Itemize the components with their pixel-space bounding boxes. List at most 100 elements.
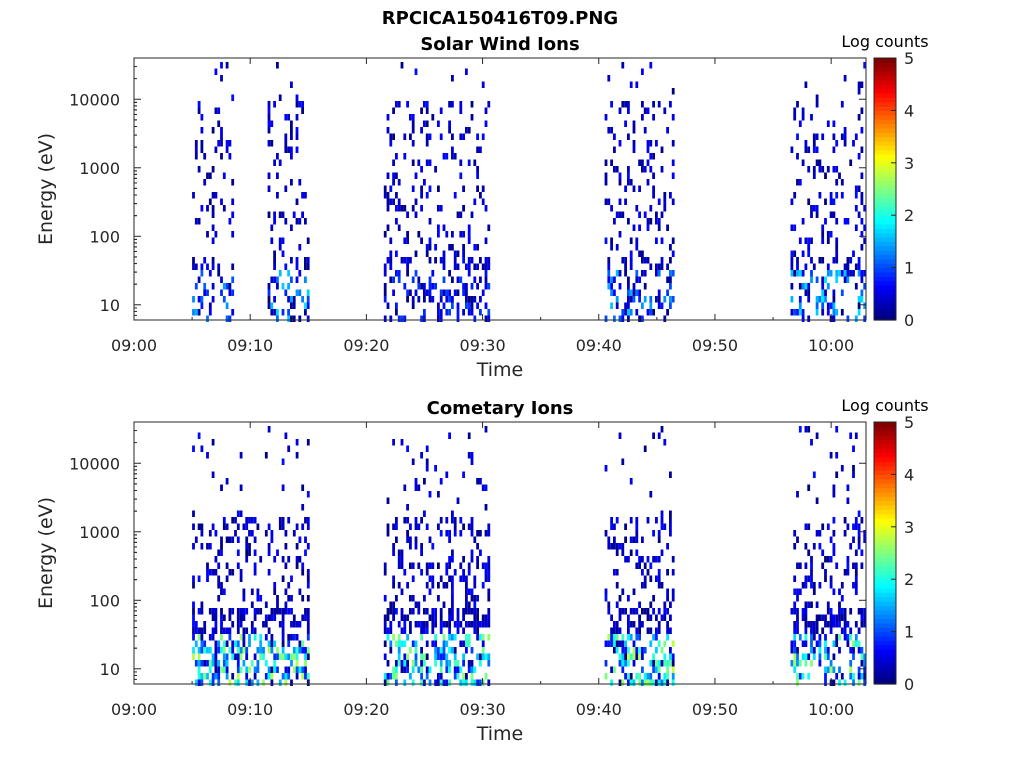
spectrogram-cell	[854, 523, 858, 530]
spectrogram-cell	[409, 114, 412, 121]
spectrogram-cell	[657, 432, 661, 439]
spectrogram-cell	[197, 653, 201, 660]
spectrogram-cell	[476, 562, 479, 569]
spectrogram-cell	[821, 296, 825, 303]
spectrogram-cell	[857, 510, 861, 517]
spectrogram-cell	[473, 159, 477, 166]
spectrogram-cell	[835, 621, 839, 628]
spectrogram-cell	[462, 640, 465, 647]
spectrogram-cell	[431, 582, 435, 589]
spectrogram-cell	[200, 270, 204, 277]
spectrogram-cell	[295, 666, 299, 673]
spectrogram-cell	[610, 276, 613, 283]
spectrogram-cell	[840, 179, 844, 186]
spectrogram-cell	[242, 627, 246, 634]
spectrogram-cell	[854, 562, 858, 569]
spectrogram-cell	[414, 640, 418, 647]
spectrogram-cell	[669, 601, 672, 608]
spectrogram-cell	[629, 237, 633, 244]
colorbar-segment	[874, 66, 896, 72]
spectrogram-cell	[476, 614, 479, 621]
spectrogram-cell	[467, 452, 471, 459]
spectrogram-cell	[222, 172, 226, 179]
spectrogram-cell	[610, 634, 613, 641]
spectrogram-cell	[400, 62, 404, 69]
spectrogram-cell	[200, 140, 204, 147]
spectrogram-cell	[843, 614, 847, 621]
spectrogram-cell	[649, 153, 653, 160]
spectrogram-cell	[208, 530, 212, 537]
spectrogram-cell	[652, 192, 655, 199]
spectrogram-cell	[411, 114, 415, 121]
spectrogram-cell	[669, 244, 672, 251]
spectrogram-cell	[264, 621, 268, 628]
spectrogram-cell	[793, 653, 797, 660]
spectrogram-cell	[465, 679, 468, 686]
spectrogram-cell	[414, 536, 418, 543]
spectrogram-cell	[812, 543, 816, 550]
colorbar-segment	[874, 175, 896, 181]
spectrogram-cell	[467, 296, 471, 303]
spectrogram-cell	[857, 88, 861, 95]
spectrogram-cell	[810, 270, 813, 277]
spectrogram-cell	[225, 146, 229, 153]
spectrogram-cell	[301, 595, 305, 602]
spectrogram-cell	[414, 621, 418, 628]
spectrogram-cell	[439, 517, 443, 524]
spectrogram-cell	[225, 283, 229, 290]
spectrogram-cell	[200, 523, 204, 530]
spectrogram-cell	[481, 621, 485, 628]
spectrogram-cell	[810, 627, 813, 634]
spectrogram-cell	[411, 205, 415, 212]
spectrogram-cell	[211, 627, 215, 634]
spectrogram-cell	[420, 653, 423, 660]
spectrogram-cell	[214, 673, 218, 680]
spectrogram-cell	[646, 140, 650, 147]
spectrogram-cell	[203, 660, 207, 667]
colorbar-tick-label: 4	[904, 465, 914, 484]
spectrogram-cell	[414, 601, 418, 608]
spectrogram-cell	[857, 257, 861, 264]
spectrogram-cell	[826, 270, 830, 277]
spectrogram-cell	[660, 582, 664, 589]
spectrogram-cell	[225, 666, 229, 673]
spectrogram-cell	[453, 653, 457, 660]
spectrogram-cell	[451, 244, 454, 251]
spectrogram-cell	[451, 614, 454, 621]
spectrogram-cell	[397, 582, 401, 589]
spectrogram-cell	[420, 634, 423, 641]
spectrogram-cell	[256, 666, 260, 673]
spectrogram-cell	[807, 601, 811, 608]
spectrogram-cell	[248, 549, 251, 556]
spectrogram-cell	[854, 575, 858, 582]
spectrogram-cell	[610, 101, 613, 108]
spectrogram-cell	[624, 270, 627, 277]
spectrogram-cell	[225, 562, 229, 569]
spectrogram-cell	[643, 608, 647, 615]
spectrogram-cell	[211, 257, 215, 264]
spectrogram-cell	[487, 660, 491, 667]
spectrogram-cell	[284, 588, 288, 595]
spectrogram-cell	[245, 679, 249, 686]
spectrogram-cell	[852, 673, 855, 680]
spectrogram-cell	[790, 224, 794, 231]
spectrogram-cell	[638, 562, 641, 569]
spectrogram-cell	[192, 582, 195, 589]
spectrogram-cell	[462, 289, 465, 296]
spectrogram-cell	[290, 621, 293, 628]
spectrogram-cell	[671, 88, 675, 95]
spectrogram-cell	[832, 296, 836, 303]
spectrogram-cell	[276, 192, 279, 199]
spectrogram-cell	[425, 569, 429, 576]
spectrogram-cell	[818, 257, 822, 264]
spectrogram-cell	[796, 179, 799, 186]
spectrogram-cell	[281, 640, 285, 647]
spectrogram-cell	[470, 257, 474, 264]
spectrogram-cell	[657, 218, 661, 225]
spectrogram-cell	[473, 601, 477, 608]
spectrogram-cell	[793, 666, 797, 673]
spectrogram-cell	[306, 517, 310, 524]
spectrogram-cell	[815, 530, 819, 537]
spectrogram-cell	[824, 172, 827, 179]
spectrogram-cell	[838, 666, 841, 673]
